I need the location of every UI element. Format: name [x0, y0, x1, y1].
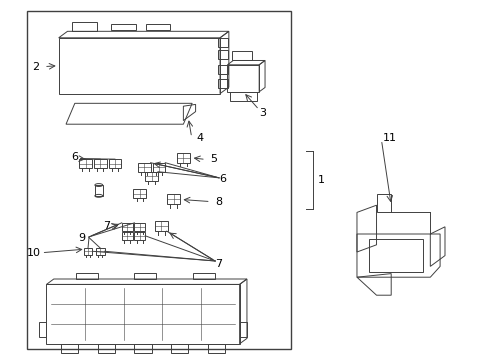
Bar: [83, 248, 92, 255]
Bar: [229, 92, 256, 101]
Bar: [145, 172, 158, 181]
Bar: [95, 185, 102, 196]
Bar: [122, 223, 132, 231]
Text: 9: 9: [79, 233, 85, 243]
Bar: [46, 284, 239, 344]
Bar: [227, 65, 259, 92]
Bar: [94, 159, 106, 168]
Bar: [217, 50, 228, 59]
Text: 5: 5: [210, 154, 217, 165]
Bar: [134, 344, 151, 353]
Bar: [61, 344, 78, 353]
Bar: [96, 248, 104, 255]
Bar: [152, 163, 165, 172]
Text: 6: 6: [71, 152, 78, 162]
Bar: [134, 232, 145, 240]
Text: 11: 11: [382, 132, 396, 143]
Bar: [39, 322, 46, 337]
Text: 2: 2: [32, 62, 39, 72]
Bar: [177, 153, 189, 163]
Bar: [207, 344, 224, 353]
Bar: [239, 322, 246, 337]
Text: 4: 4: [196, 132, 203, 143]
Bar: [217, 65, 228, 74]
Bar: [232, 51, 251, 60]
Bar: [167, 194, 180, 204]
Text: 6: 6: [219, 174, 225, 184]
Bar: [59, 38, 220, 94]
Bar: [134, 273, 156, 279]
Bar: [155, 221, 167, 231]
Bar: [134, 223, 145, 231]
Bar: [108, 159, 121, 168]
Bar: [79, 159, 92, 168]
Bar: [171, 344, 188, 353]
Bar: [193, 273, 215, 279]
Bar: [217, 38, 228, 47]
Bar: [133, 189, 146, 198]
Bar: [76, 273, 98, 279]
Bar: [138, 163, 150, 172]
Text: 7: 7: [215, 258, 222, 269]
Text: 1: 1: [318, 175, 325, 185]
Bar: [27, 11, 290, 349]
Bar: [98, 344, 115, 353]
Text: 10: 10: [26, 248, 41, 258]
Text: 7: 7: [103, 221, 110, 231]
Text: 3: 3: [259, 108, 265, 118]
Bar: [217, 79, 228, 88]
Text: 8: 8: [215, 197, 222, 207]
Bar: [122, 232, 132, 240]
